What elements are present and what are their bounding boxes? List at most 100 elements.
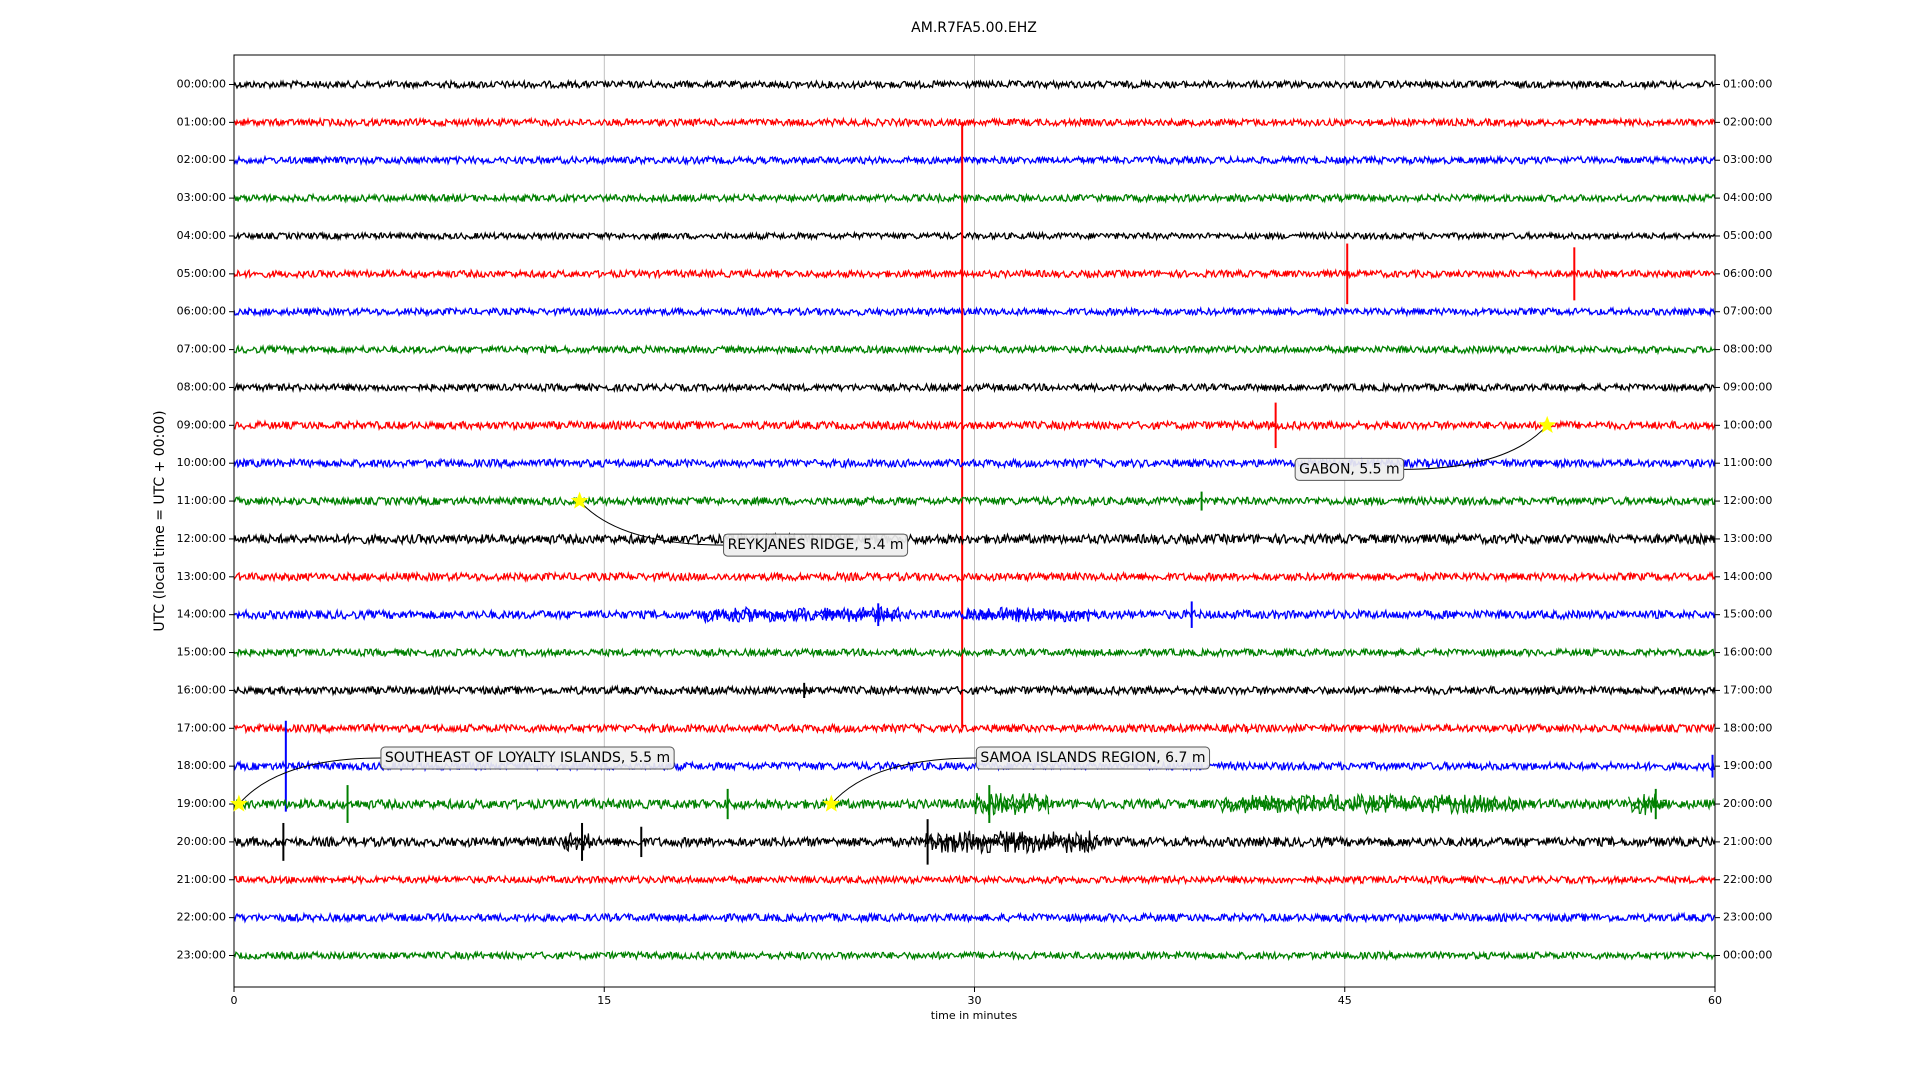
event-star — [229, 794, 248, 812]
trace — [234, 684, 1715, 697]
burst — [1220, 792, 1519, 816]
y-tick-label: 01:00:00 — [177, 115, 226, 128]
annotation-box — [975, 746, 1211, 770]
y2-tick-label: 22:00:00 — [1723, 873, 1772, 886]
burst — [961, 606, 1099, 623]
y-tick-label: 14:00:00 — [177, 608, 226, 621]
trace — [234, 381, 1715, 394]
trace — [234, 268, 1715, 280]
annotation-box — [1294, 457, 1405, 481]
y-tick-label: 21:00:00 — [177, 873, 226, 886]
y2-tick-label: 21:00:00 — [1723, 835, 1772, 848]
event-star — [570, 491, 589, 509]
y-tick-label: 16:00:00 — [177, 683, 226, 696]
y2-tick-label: 03:00:00 — [1723, 153, 1772, 166]
annotation-box — [723, 533, 909, 557]
y-tick-label: 12:00:00 — [177, 532, 226, 545]
y2-tick-label: 14:00:00 — [1723, 570, 1772, 583]
event-star — [1538, 415, 1557, 433]
trace — [234, 949, 1715, 962]
y-tick-label: 18:00:00 — [177, 759, 226, 772]
x-tick-label: 30 — [968, 994, 982, 1007]
x-tick-label: 15 — [597, 994, 611, 1007]
y2-tick-label: 07:00:00 — [1723, 305, 1772, 318]
trace — [234, 192, 1715, 205]
trace — [234, 874, 1715, 886]
trace — [234, 230, 1715, 242]
y-tick-label: 19:00:00 — [177, 797, 226, 810]
trace — [234, 911, 1715, 924]
annotation-label: SOUTHEAST OF LOYALTY ISLANDS, 5.5 m — [385, 750, 670, 766]
y-tick-label: 22:00:00 — [177, 911, 226, 924]
x-tick-label: 45 — [1338, 994, 1352, 1007]
y2-tick-label: 19:00:00 — [1723, 759, 1772, 772]
annotation-connector — [830, 757, 977, 805]
y-tick-label: 10:00:00 — [177, 456, 226, 469]
annotation-label: REYKJANES RIDGE, 5.4 m — [728, 537, 904, 553]
y2-tick-label: 12:00:00 — [1723, 494, 1772, 507]
y2-tick-label: 17:00:00 — [1723, 683, 1772, 696]
y2-tick-label: 16:00:00 — [1723, 646, 1772, 659]
y-tick-label: 15:00:00 — [177, 646, 226, 659]
y-tick-label: 11:00:00 — [177, 494, 226, 507]
y-tick-label: 07:00:00 — [177, 343, 226, 356]
y2-tick-label: 13:00:00 — [1723, 532, 1772, 545]
y2-tick-label: 08:00:00 — [1723, 343, 1772, 356]
y2-tick-label: 09:00:00 — [1723, 380, 1772, 393]
burst — [1628, 793, 1666, 816]
y-tick-label: 20:00:00 — [177, 835, 226, 848]
annotation-connector — [238, 757, 381, 805]
event-star — [822, 794, 841, 812]
y-tick-label: 04:00:00 — [177, 229, 226, 242]
trace — [234, 570, 1715, 584]
trace — [234, 343, 1715, 356]
annotation-connector — [1403, 424, 1548, 470]
annotation-label: GABON, 5.5 m — [1299, 461, 1400, 477]
burst — [924, 830, 1099, 856]
y2-tick-label: 20:00:00 — [1723, 797, 1772, 810]
annotation-label: SAMOA ISLANDS REGION, 6.7 m — [980, 750, 1205, 766]
y2-tick-label: 23:00:00 — [1723, 911, 1772, 924]
y2-tick-label: 04:00:00 — [1723, 191, 1772, 204]
x-tick-label: 0 — [231, 994, 238, 1007]
trace — [234, 419, 1715, 432]
trace — [234, 116, 1715, 129]
trace — [234, 531, 1715, 546]
y2-tick-label: 18:00:00 — [1723, 721, 1772, 734]
y2-tick-label: 15:00:00 — [1723, 608, 1772, 621]
trace — [234, 722, 1715, 735]
traces — [234, 78, 1715, 962]
y2-tick-label: 05:00:00 — [1723, 229, 1772, 242]
y-tick-label: 06:00:00 — [177, 305, 226, 318]
y2-tick-label: 00:00:00 — [1723, 949, 1772, 962]
burst — [561, 832, 593, 853]
trace — [234, 457, 1715, 470]
y-tick-label: 23:00:00 — [177, 949, 226, 962]
y2-tick-label: 10:00:00 — [1723, 418, 1772, 431]
trace — [234, 494, 1715, 508]
event-annotation: SAMOA ISLANDS REGION, 6.7 m — [975, 746, 1211, 770]
y-tick-label: 03:00:00 — [177, 191, 226, 204]
y-axis-label: UTC (local time = UTC + 00:00) — [152, 410, 168, 631]
burst — [973, 792, 1050, 816]
y2-tick-label: 01:00:00 — [1723, 78, 1772, 91]
trace — [234, 834, 1715, 849]
event-annotation: SOUTHEAST OF LOYALTY ISLANDS, 5.5 m — [380, 746, 675, 770]
trace — [234, 607, 1715, 621]
event-annotation: REYKJANES RIDGE, 5.4 m — [723, 533, 909, 557]
y-tick-label: 17:00:00 — [177, 721, 226, 734]
y-tick-label: 02:00:00 — [177, 153, 226, 166]
x-tick-label: 60 — [1708, 994, 1722, 1007]
trace — [234, 78, 1715, 91]
annotation-connector — [579, 500, 724, 546]
y-tick-label: 05:00:00 — [177, 267, 226, 280]
x-axis-label: time in minutes — [931, 1009, 1018, 1022]
y2-tick-label: 06:00:00 — [1723, 267, 1772, 280]
y-tick-label: 08:00:00 — [177, 380, 226, 393]
y-tick-label: 00:00:00 — [177, 78, 226, 91]
burst — [702, 605, 902, 625]
y-tick-label: 13:00:00 — [177, 570, 226, 583]
y2-tick-label: 11:00:00 — [1723, 456, 1772, 469]
